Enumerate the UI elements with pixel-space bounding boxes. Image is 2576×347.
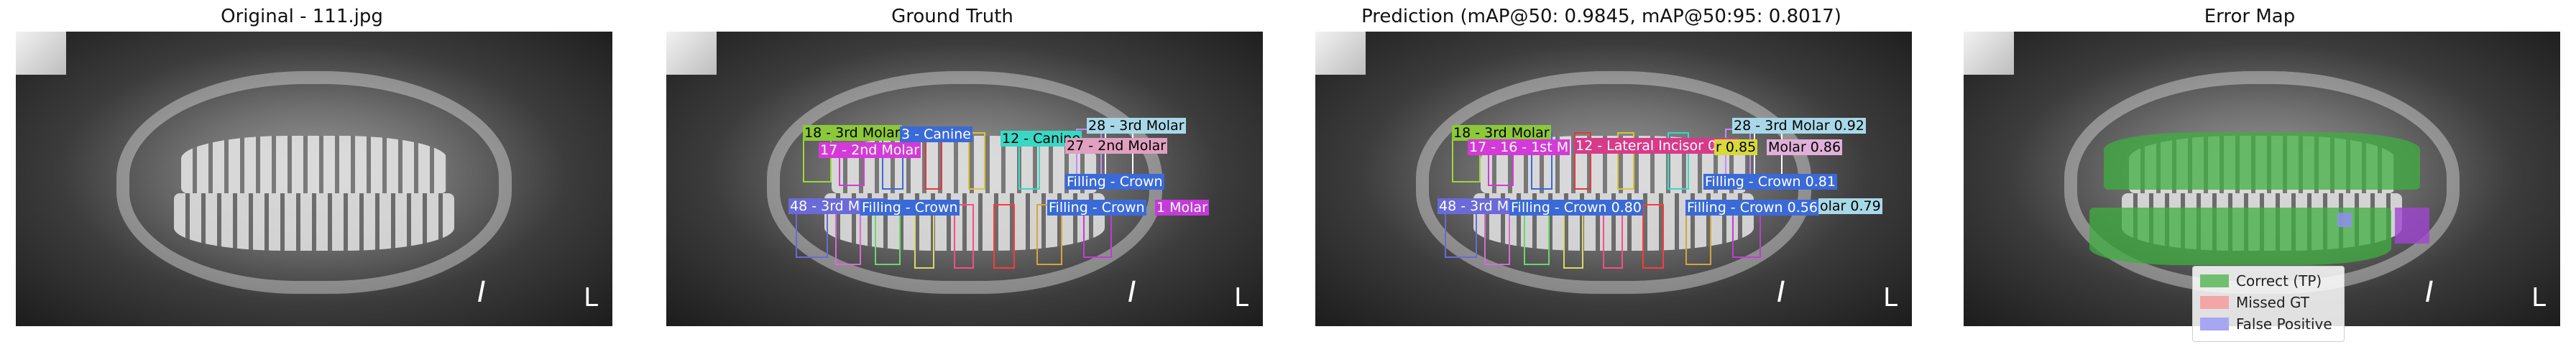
pred-box [1668, 132, 1689, 190]
error-map-title: Error Map [2204, 6, 2296, 27]
legend-swatch-correct [2200, 274, 2229, 287]
ground-truth-xray-image: 18 - 3rd Molar 3 - Canine 12 - Canine 28… [666, 32, 1263, 326]
gt-label: 28 - 3rd Molar [1087, 118, 1186, 134]
gt-box [954, 204, 974, 269]
lower-teeth [174, 193, 454, 251]
pred-label: olar 0.79 [1818, 198, 1882, 214]
pred-box [1617, 132, 1634, 190]
pred-label: Molar 0.86 [1767, 139, 1843, 155]
pred-box [1574, 132, 1591, 190]
xray-marker-l: L [584, 283, 599, 313]
false-positive-region [2337, 213, 2352, 227]
legend-label-correct: Correct (TP) [2236, 272, 2322, 290]
gt-label: 1 Molar [1155, 200, 1209, 216]
gt-label: Filling - Crown [1047, 200, 1146, 216]
error-map-legend: Correct (TP) Missed GT False Positive [2192, 266, 2345, 342]
pred-label: 18 - 3rd Molar [1452, 125, 1551, 141]
pred-label: r 0.85 [1714, 139, 1758, 155]
xray-marker-l: L [2531, 283, 2547, 313]
prediction-xray-image: 18 - 3rd Molar 28 - 3rd Molar 0.92 17 - … [1315, 32, 1912, 326]
false-positive-region [2395, 208, 2429, 244]
legend-swatch-missed [2200, 296, 2229, 309]
original-title: Original - 111.jpg [221, 6, 383, 27]
xray-marker-l: L [1883, 283, 1898, 313]
gt-label: 27 - 2nd Molar [1065, 138, 1168, 154]
gt-box [968, 132, 985, 190]
prediction-panel: Prediction (mAP@50: 0.9845, mAP@50:95: 0… [1300, 0, 1912, 347]
upper-teeth [181, 136, 447, 193]
pred-label: 48 - 3rd M [1438, 198, 1511, 214]
xray-marker-i: I [2425, 276, 2434, 309]
xray-marker-i: I [1128, 276, 1136, 309]
gt-label: 12 - Canine [1000, 131, 1082, 147]
pred-label: Filling - Crown 0.80 [1509, 200, 1643, 216]
pred-label: 28 - 3rd Molar 0.92 [1732, 118, 1866, 134]
gt-label: Filling - Crown [1065, 174, 1164, 190]
prediction-title: Prediction (mAP@50: 0.9845, mAP@50:95: 0… [1361, 6, 1841, 27]
xray-marker-l: L [1234, 283, 1249, 313]
gt-box [993, 204, 1015, 269]
xray-marker-i: I [1777, 276, 1785, 309]
legend-label-false-positive: False Positive [2236, 315, 2332, 333]
original-panel: Original - 111.jpg I L [0, 0, 612, 347]
pred-label: 12 - Lateral Incisor 0.85 [1574, 138, 1740, 154]
correct-region [2104, 132, 2420, 190]
ground-truth-panel: Ground Truth 18 - 3rd Molar 3 - Canine 1… [650, 0, 1263, 347]
gt-label: Filling - Crown [860, 200, 960, 216]
gt-label: 3 - Canine [900, 126, 972, 142]
pred-label: 17 - 16 - 1st M [1468, 139, 1570, 155]
legend-swatch-false-positive [2200, 318, 2229, 330]
gt-label: 18 - 3rd Molar [803, 125, 902, 141]
xray-marker-i: I [477, 276, 486, 309]
ground-truth-title: Ground Truth [891, 6, 1013, 27]
legend-label-missed: Missed GT [2236, 294, 2310, 311]
pred-label: Filling - Crown 0.81 [1703, 174, 1837, 190]
original-xray-image: I L [16, 32, 612, 326]
pred-label: Filling - Crown 0.56 [1685, 200, 1819, 216]
pred-box [1642, 204, 1664, 269]
gt-label: 17 - 2nd Molar [819, 142, 921, 158]
